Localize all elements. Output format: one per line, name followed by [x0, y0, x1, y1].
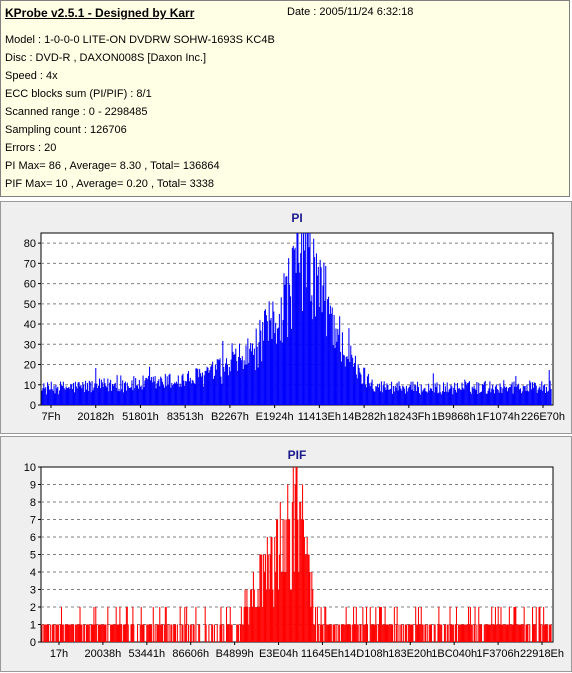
y-tick-label: 9: [30, 480, 36, 492]
y-tick-label: 3: [30, 585, 36, 597]
x-tick-label: E3E04h: [259, 648, 298, 660]
y-tick-label: 4: [30, 567, 36, 579]
bar-series: [41, 233, 552, 405]
x-tick-label: 20182h: [77, 411, 114, 423]
x-tick-label: 7Fh: [42, 411, 61, 423]
x-tick-label: 20038h: [85, 648, 122, 660]
info-errors: Errors : 20: [5, 142, 57, 154]
app-title: KProbe v2.5.1 - Designed by Karr: [5, 6, 195, 20]
y-tick-label: 2: [30, 602, 36, 614]
x-tick-label: 51801h: [122, 411, 159, 423]
scan-date: Date : 2005/11/24 6:32:18: [287, 6, 414, 18]
x-tick-label: 1F3706h: [476, 648, 519, 660]
x-tick-label: 14B282h: [342, 411, 386, 423]
x-tick-label: 22918Eh: [520, 648, 564, 660]
y-tick-label: 40: [24, 319, 36, 331]
x-tick-label: 18243Fh: [387, 411, 430, 423]
x-tick-label: 11645Eh: [301, 648, 344, 660]
x-tick-label: B4899h: [216, 648, 254, 660]
info-pif-summary: PIF Max= 10 , Average= 0.20 , Total= 333…: [5, 178, 215, 190]
x-tick-label: 83513h: [167, 411, 204, 423]
pif-chart: PIF 0 1 2 3 4 5 6 7 8 9 10 17h 20038h 53441h 86606h B489…: [24, 448, 564, 660]
x-tick-label: 226E70h: [521, 411, 565, 423]
info-ecc-blocks: ECC blocks sum (PI/PIF) : 8/1: [5, 88, 152, 100]
x-tick-label: 11413Eh: [298, 411, 341, 423]
x-tick-label: 1F1074h: [477, 411, 520, 423]
x-tick-label: 17h: [50, 648, 68, 660]
y-tick-label: 70: [24, 258, 36, 270]
y-tick-label: 10: [24, 462, 36, 474]
x-tick-label: E1924h: [256, 411, 294, 423]
x-tick-label: B2267h: [211, 411, 249, 423]
y-tick-label: 6: [30, 532, 36, 544]
x-tick-label: 86606h: [172, 648, 209, 660]
info-speed: Speed : 4x: [5, 70, 58, 82]
pif-chart-panel: PIF 0 1 2 3 4 5 6 7 8 9 10 17h 20038h 53441h 86606h B489…: [0, 436, 572, 672]
y-tick-label: 7: [30, 515, 36, 527]
chart-title: PIF: [288, 448, 307, 462]
info-scanned-range: Scanned range : 0 - 2298485: [5, 106, 148, 118]
y-tick-label: 1: [30, 620, 36, 632]
y-tick-label: 50: [24, 299, 36, 311]
info-disc: Disc : DVD-R , DAXON008S [Daxon Inc.]: [5, 52, 207, 64]
y-tick-label: 0: [30, 400, 36, 412]
y-tick-label: 10: [24, 380, 36, 392]
pi-chart-panel: PI 0 10 20 30 40 50 60 70 80 7Fh 20182h 51801h 83513h…: [0, 201, 572, 434]
x-tick-label: 53441h: [128, 648, 165, 660]
y-tick-label: 5: [30, 550, 36, 562]
y-tick-label: 0: [30, 637, 36, 649]
pi-chart: PI 0 10 20 30 40 50 60 70 80 7Fh 20182h 51801h 83513h…: [24, 211, 565, 423]
x-tick-label: 1B9868h: [432, 411, 476, 423]
info-pi-summary: PI Max= 86 , Average= 8.30 , Total= 1368…: [5, 160, 220, 172]
x-tick-label: 1BC040h: [431, 648, 477, 660]
info-sampling-count: Sampling count : 126706: [5, 124, 127, 136]
bar-series: [41, 467, 552, 642]
info-model: Model : 1-0-0-0 LITE-ON DVDRW SOHW-1693S…: [5, 34, 275, 46]
y-tick-label: 30: [24, 339, 36, 351]
y-tick-label: 60: [24, 279, 36, 291]
x-tick-label: 14D108h: [344, 648, 389, 660]
y-tick-label: 8: [30, 497, 36, 509]
chart-title: PI: [291, 211, 302, 225]
y-tick-label: 80: [24, 238, 36, 250]
x-tick-label: 183E20h: [388, 648, 432, 660]
info-header: KProbe v2.5.1 - Designed by Karr Date : …: [0, 0, 570, 197]
y-tick-label: 20: [24, 360, 36, 372]
